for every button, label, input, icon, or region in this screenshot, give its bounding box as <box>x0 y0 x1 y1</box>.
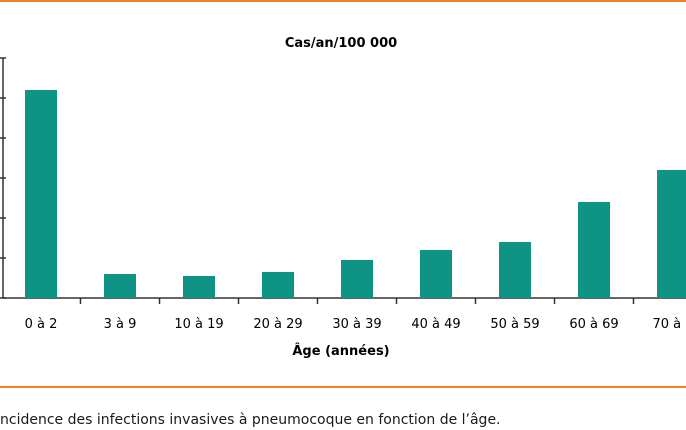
chart-unit-label: Cas/an/100 000 <box>285 36 397 51</box>
bar <box>104 274 136 298</box>
x-axis-title: Âge (années) <box>292 343 389 359</box>
x-tick-label: 60 à 69 <box>569 317 618 332</box>
x-tick-label: 0 à 2 <box>25 317 58 332</box>
x-tick-label: 70 à 7 <box>652 317 686 332</box>
x-tick-label: 50 à 59 <box>490 317 539 332</box>
bar <box>183 276 215 298</box>
bar <box>420 250 452 298</box>
bar <box>578 202 610 298</box>
bar <box>657 170 686 298</box>
figure-caption: ncidence des infections invasives à pneu… <box>0 412 501 428</box>
x-tick-label: 30 à 39 <box>332 317 381 332</box>
x-tick-label: 3 à 9 <box>104 317 137 332</box>
bar <box>25 90 57 298</box>
bar <box>499 242 531 298</box>
bottom-accent-rule <box>0 386 686 388</box>
x-tick-label: 20 à 29 <box>253 317 302 332</box>
x-tick-label: 10 à 19 <box>174 317 223 332</box>
top-accent-rule <box>0 0 686 2</box>
chart-x-tick-labels: 0 à 2 3 à 9 10 à 19 20 à 29 30 à 39 40 à 49 50… <box>25 317 686 332</box>
chart-bars <box>25 90 686 298</box>
bar <box>262 272 294 298</box>
x-tick-label: 40 à 49 <box>411 317 460 332</box>
bar <box>341 260 373 298</box>
bar-chart: Cas/an/100 000 0 à 2 3 à 9 10 à 19 20 à 29 3… <box>0 36 686 359</box>
